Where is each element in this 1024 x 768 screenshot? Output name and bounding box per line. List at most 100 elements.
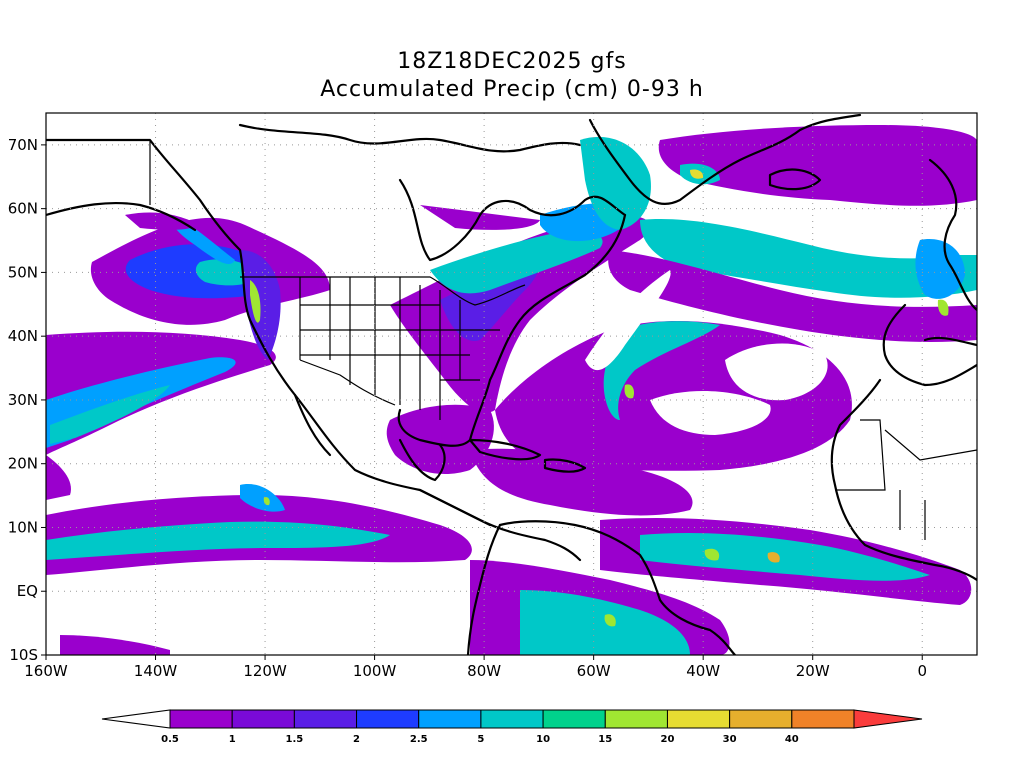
colorbar-swatch [356,709,420,729]
colorbar-label: 30 [723,734,737,745]
precip-region-nova-scotia [430,230,603,294]
coastline-africa-west [830,378,977,582]
precip-region-itcz-atlantic-dot1 [704,548,720,561]
y-tick-label: 70N [8,136,38,154]
coastline-europe-west [882,303,977,387]
precip-region-greenland-south [580,136,651,230]
colorbar-label: 2 [353,734,360,745]
colorbar-swatch [729,709,793,729]
coastline-arctic [238,123,582,153]
coastline-north-america-west [46,138,492,527]
x-tick-label: 100W [353,662,397,680]
precip-clear-atlantic-swirl [650,390,771,435]
coastline-greenland [588,113,862,205]
colorbar-swatch [418,709,482,729]
colorbar-label: 2.5 [410,734,428,745]
coastline-central-america [418,488,582,562]
coastline-hudson-bay [398,178,627,262]
y-tick-label: 10N [8,518,38,536]
x-tick-label: 120W [243,662,287,680]
precip-region-north-atlantic-outer [608,250,977,342]
precip-region-north-atlantic [640,219,977,298]
precip-region-itcz-pacific-core2 [240,484,285,512]
colorbar-swatch [169,709,233,729]
coastline-scandinavia [928,158,977,312]
precip-region-south-america-core [520,590,690,655]
precip-region-itcz-atlantic-core [640,533,930,581]
x-tick-label: 80W [467,662,501,680]
coastline-baja [293,393,332,457]
precip-shading [46,125,977,655]
precip-clear-azores [725,343,828,401]
border-us-states-2 [440,300,500,381]
colorbar-swatch [666,709,731,729]
coastline-cuba [468,438,542,461]
precip-region-greenland-east [658,125,977,206]
precip-region-bc-coast-band [125,212,200,230]
precip-region-uk [915,239,965,299]
map-plot-area [46,113,977,655]
y-tick-label: 50N [8,263,38,281]
precip-region-pacific-sw-core2 [50,385,170,444]
figure-title-line2: Accumulated Precip (cm) 0-93 h [320,77,704,102]
coastline-yucatan [398,438,446,482]
coastline-south-america-north [498,520,737,655]
border-us-canada [240,276,526,306]
y-tick-label: 40N [8,327,38,345]
precip-region-uk-core [937,299,949,316]
colorbar-swatch [542,709,606,729]
x-tick-label: 0 [917,662,927,680]
y-tick-label: 20N [8,455,38,473]
coastline-hispaniola [543,458,587,473]
precip-region-gulf [386,404,494,475]
coastlines [46,113,977,655]
border-us-mexico [299,359,396,406]
colorbar-label: 1 [229,734,236,745]
political-borders [149,140,977,540]
coastline-mediterranean [923,336,977,347]
y-tick-label: 60N [8,200,38,218]
precip-region-central-atlantic-band [603,321,720,420]
colorbar-label: 40 [785,734,799,745]
precip-region-south-pacific [60,635,170,655]
figure-title-line1: 18Z18DEC2025 gfs [397,49,626,74]
colorbar-label: 0.5 [161,734,179,745]
colorbar: 0.5 1 1.5 2 2.5 5 10 15 20 30 40 [101,709,923,745]
map-frame [45,112,978,656]
coastline-east-coast [397,213,627,447]
y-tick-label: 10S [9,646,38,664]
colorbar-swatch [604,709,668,729]
colorbar-over-triangle [853,709,923,729]
x-tick-label: 140W [134,662,178,680]
colorbar-swatch [231,709,295,729]
x-tick-label: 160W [24,662,68,680]
precip-region-central-atlantic-core [624,384,635,399]
x-tick-label: 60W [577,662,611,680]
precip-region-itcz-pacific-core [46,521,390,560]
precip-clear-atlantic-stripe [585,270,671,371]
colorbar-under-triangle [101,709,171,729]
precip-region-itcz-atlantic-dot2 [767,552,780,563]
axis-ticks: 160W 140W 120W 100W 80W 60W 40W 20W 0 10S EQ 10N 20N… [8,136,927,680]
x-tick-label: 40W [686,662,720,680]
border-africa [835,419,977,540]
precip-region-south-america-dot [604,614,616,627]
colorbar-label: 5 [477,734,484,745]
y-tick-label: EQ [17,582,38,600]
coastline-alaska [46,201,197,232]
precip-region-hudson-band [420,205,540,230]
colorbar-swatch [293,709,358,729]
colorbar-label: 20 [660,734,674,745]
coastline-south-america-west [466,523,502,655]
colorbar-label: 10 [536,734,550,745]
precip-region-iceland-core [690,169,704,179]
colorbar-label: 1.5 [286,734,304,745]
coastline-iceland [768,168,822,191]
precip-region-great-lakes [390,215,651,413]
colorbar-swatch [480,709,544,729]
map-gridlines [46,113,977,655]
precip-region-caribbean [470,448,693,516]
precip-region-west-coast-core [250,280,261,323]
colorbar-label: 15 [598,734,612,745]
